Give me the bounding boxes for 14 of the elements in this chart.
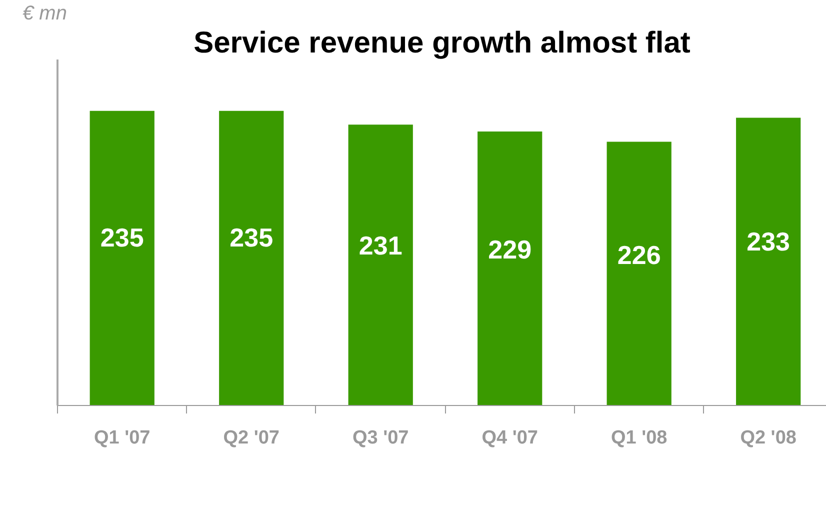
x-tick-label: Q1 '08 [610, 428, 668, 448]
chart-title: Service revenue growth almost flat [194, 26, 690, 60]
x-tick-label: Q2 '08 [740, 428, 796, 448]
data-label: 233 [746, 226, 790, 256]
x-tick-label: Q4 '07 [482, 428, 538, 448]
y-axis-title: € mn [22, 2, 67, 24]
x-tick-label: Q2 '07 [223, 428, 280, 448]
data-label: 235 [230, 222, 274, 253]
x-tick-label: Q3 '07 [352, 428, 409, 448]
data-label: 226 [617, 240, 661, 270]
x-tick-label: Q1 '07 [94, 428, 150, 448]
data-label: 229 [488, 234, 532, 264]
data-label: 231 [358, 230, 402, 260]
data-label: 235 [100, 222, 144, 253]
